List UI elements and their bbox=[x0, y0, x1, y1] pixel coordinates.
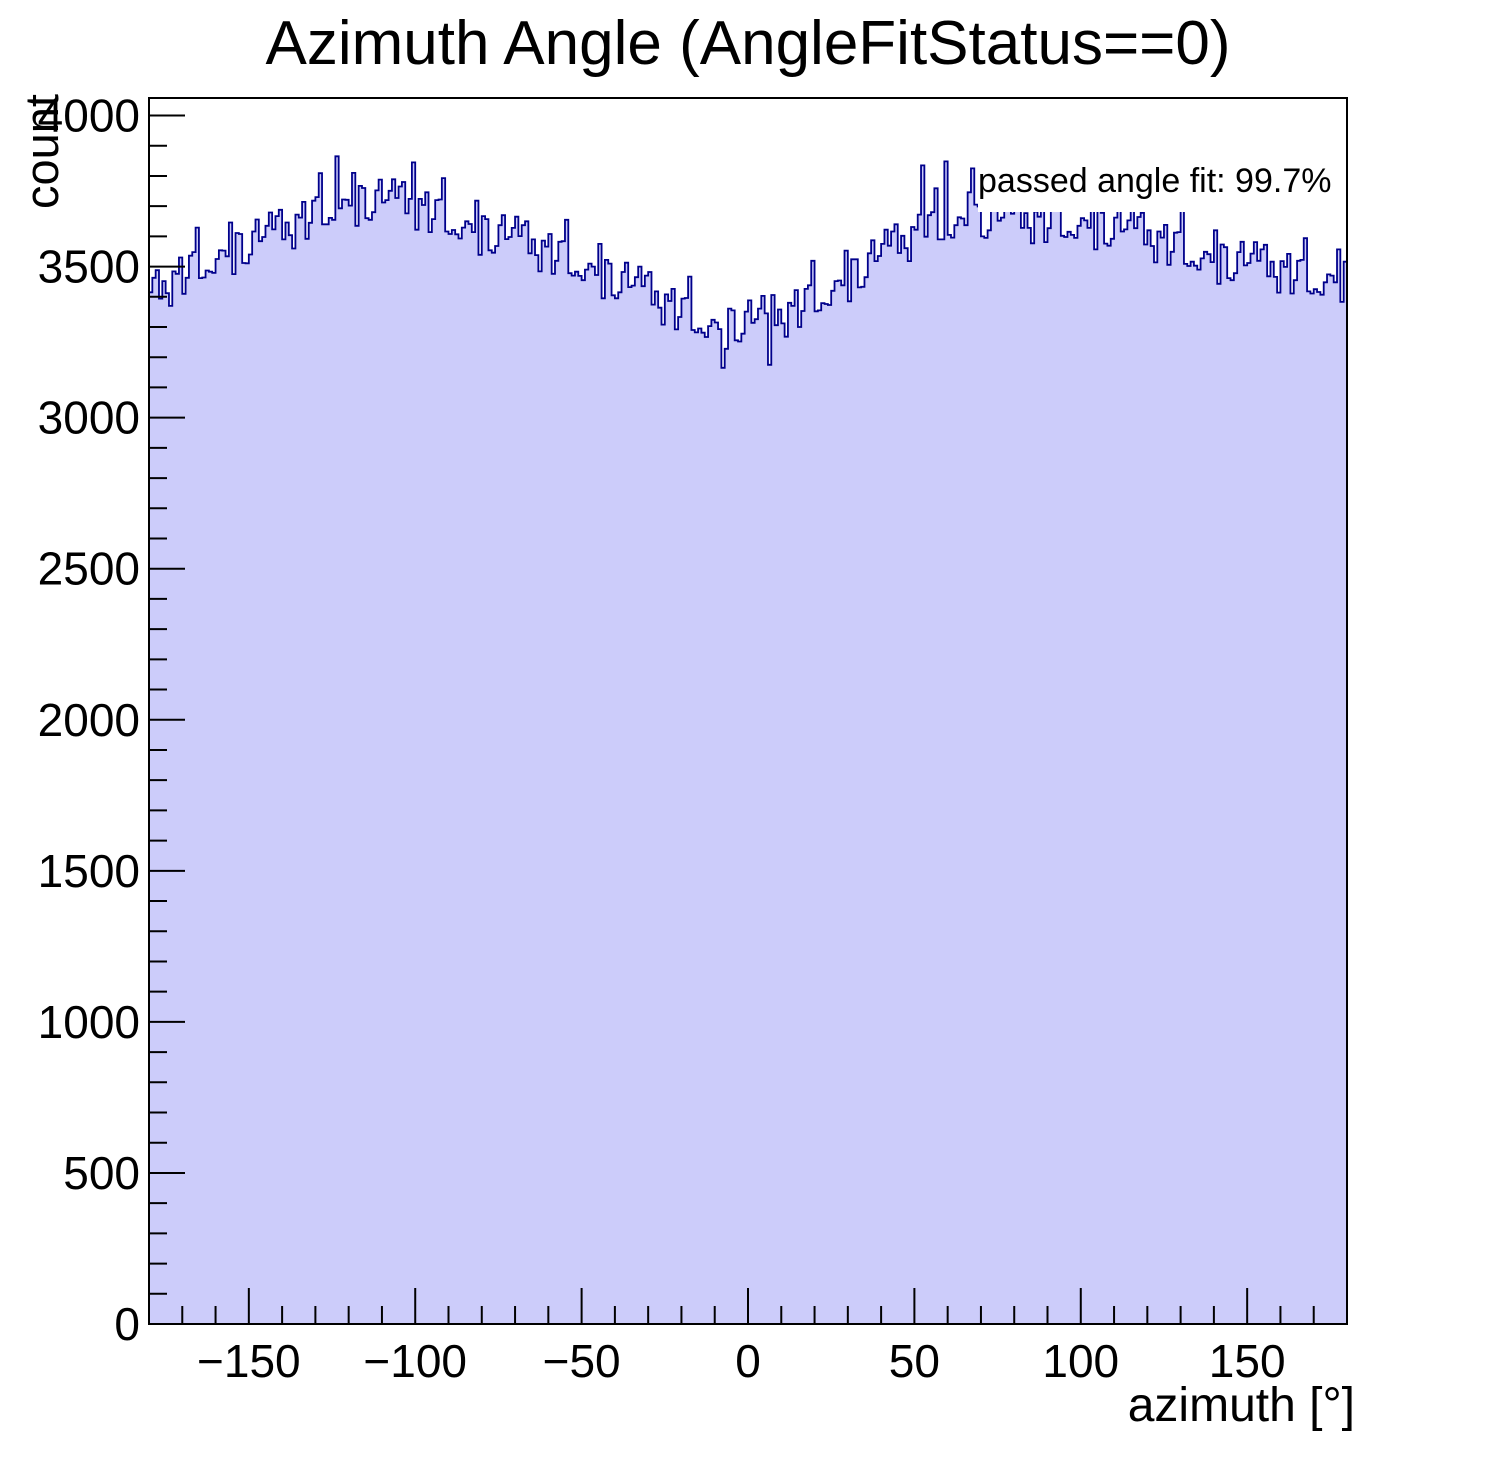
y-tick-label: 3000 bbox=[38, 392, 140, 444]
y-tick-label: 500 bbox=[63, 1147, 140, 1199]
x-axis-title: azimuth [°] bbox=[1127, 1379, 1355, 1432]
chart-title: Azimuth Angle (AngleFitStatus==0) bbox=[265, 9, 1231, 78]
x-tick-label: 0 bbox=[735, 1335, 761, 1387]
y-axis-title: count bbox=[15, 94, 68, 209]
annotation-passed-angle-fit: passed angle fit: 99.7% bbox=[978, 150, 1342, 212]
y-tick-label: 1500 bbox=[38, 845, 140, 897]
x-tick-label: 100 bbox=[1042, 1335, 1119, 1387]
y-tick-label: 4000 bbox=[38, 90, 140, 142]
y-tick-label: 1000 bbox=[38, 996, 140, 1048]
annotation-text: passed angle fit: 99.7% bbox=[978, 161, 1332, 200]
x-tick-label: −150 bbox=[197, 1335, 301, 1387]
x-tick-label: −100 bbox=[363, 1335, 467, 1387]
y-tick-label: 3500 bbox=[38, 241, 140, 293]
x-tick-label: 50 bbox=[889, 1335, 940, 1387]
x-tick-label: 150 bbox=[1209, 1335, 1286, 1387]
histogram-series bbox=[148, 155, 1348, 1325]
x-tick-label: −50 bbox=[543, 1335, 621, 1387]
y-tick-label: 2000 bbox=[38, 694, 140, 746]
y-tick-label: 2500 bbox=[38, 543, 140, 595]
y-tick-label: 0 bbox=[114, 1298, 140, 1350]
